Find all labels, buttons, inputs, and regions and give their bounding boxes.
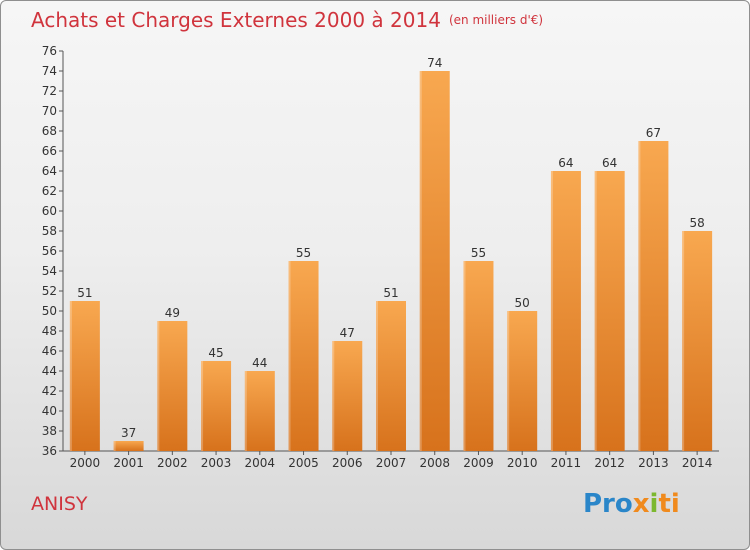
bar-2005 <box>288 261 319 451</box>
chart-subtitle: (en milliers d'€) <box>448 13 544 27</box>
bar-highlight-2006 <box>332 341 335 451</box>
x-tick-label: 2012 <box>594 456 625 470</box>
bar-2006 <box>332 341 363 451</box>
y-tick-label: 42 <box>42 384 57 398</box>
data-label: 51 <box>383 286 398 300</box>
bar-2010 <box>507 311 538 451</box>
x-tick-label: 2001 <box>113 456 144 470</box>
bar-2012 <box>594 171 625 451</box>
bar-2002 <box>157 321 188 451</box>
chart-title-text: Achats et Charges Externes 2000 à 2014 <box>31 8 441 32</box>
y-tick-label: 68 <box>42 124 57 138</box>
y-tick-label: 76 <box>42 44 57 58</box>
x-tick-label: 2011 <box>551 456 582 470</box>
chart-title: Achats et Charges Externes 2000 à 2014 (e… <box>31 8 543 32</box>
x-tick-label: 2009 <box>463 456 494 470</box>
y-tick-label: 64 <box>42 164 57 178</box>
bar-highlight-2005 <box>288 261 291 451</box>
data-label: 55 <box>296 246 311 260</box>
y-tick-label: 48 <box>42 324 57 338</box>
bars <box>69 71 713 451</box>
x-tick-label: 2014 <box>682 456 713 470</box>
bar-highlight-2014 <box>682 231 685 451</box>
x-tick-label: 2000 <box>70 456 101 470</box>
y-tick-label: 38 <box>42 424 57 438</box>
bar-highlight-2012 <box>594 171 597 451</box>
data-label: 64 <box>602 156 617 170</box>
bar-highlight-2010 <box>507 311 510 451</box>
bar-highlight-2011 <box>550 171 553 451</box>
logo-part-x: x <box>632 489 650 519</box>
logo-part-ti: ti <box>658 489 680 519</box>
axes: 36 38 40 42 44 46 48 50 52 54 56 58 60 62 64 66 68 70 72 74… <box>42 44 719 470</box>
data-label: 67 <box>646 126 661 140</box>
data-label: 55 <box>471 246 486 260</box>
bar-highlight-2001 <box>113 441 116 451</box>
x-tick-label: 2003 <box>201 456 232 470</box>
data-label: 47 <box>340 326 355 340</box>
x-tick-label: 2005 <box>288 456 319 470</box>
bar-2009 <box>463 261 494 451</box>
proxiti-logo: Proxiti <box>583 489 680 519</box>
data-label: 49 <box>165 306 180 320</box>
bar-highlight-2002 <box>157 321 160 451</box>
x-tick-label: 2006 <box>332 456 363 470</box>
x-tick-label: 2010 <box>507 456 538 470</box>
y-tick-label: 58 <box>42 224 57 238</box>
y-tick-label: 40 <box>42 404 57 418</box>
x-tick-label: 2013 <box>638 456 669 470</box>
data-label: 44 <box>252 356 267 370</box>
x-tick-label: 2008 <box>419 456 450 470</box>
y-tick-label: 74 <box>42 64 57 78</box>
bar-highlight-2007 <box>376 301 378 451</box>
logo-part-pro: Pro <box>583 489 633 519</box>
y-tick-label: 72 <box>42 84 57 98</box>
bar-highlight-2013 <box>638 141 641 451</box>
y-tick-label: 60 <box>42 204 57 218</box>
data-label: 45 <box>208 346 223 360</box>
data-label: 51 <box>77 286 92 300</box>
bar-2001 <box>113 441 144 451</box>
x-tick-label: 2002 <box>157 456 188 470</box>
bar-highlight-2000 <box>69 301 72 451</box>
bar-highlight-2003 <box>201 361 204 451</box>
y-tick-label: 62 <box>42 184 57 198</box>
y-tick-label: 54 <box>42 264 57 278</box>
y-tick-label: 44 <box>42 364 57 378</box>
y-tick-label: 56 <box>42 244 57 258</box>
y-tick-label: 70 <box>42 104 57 118</box>
bar-2013 <box>638 141 669 451</box>
y-tick-label: 50 <box>42 304 57 318</box>
bar-2014 <box>682 231 713 451</box>
y-tick-label: 36 <box>42 444 57 458</box>
bar-2003 <box>201 361 232 451</box>
bar-highlight-2004 <box>244 371 247 451</box>
x-tick-label: 2007 <box>376 456 407 470</box>
y-tick-label: 46 <box>42 344 57 358</box>
y-tick-label: 66 <box>42 144 57 158</box>
data-label: 37 <box>121 426 136 440</box>
bar-2004 <box>244 371 275 451</box>
bar-2008 <box>419 71 450 451</box>
bar-highlight-2009 <box>463 261 466 451</box>
data-label: 50 <box>515 296 530 310</box>
data-label: 64 <box>558 156 573 170</box>
value-labels: 51 37 49 45 44 55 47 51 74 55 50 64 64 67 58 <box>77 56 705 440</box>
data-label: 58 <box>689 216 704 230</box>
y-tick-label: 52 <box>42 284 57 298</box>
bar-2011 <box>550 171 581 451</box>
data-label: 74 <box>427 56 442 70</box>
bar-2007 <box>376 301 406 451</box>
city-name: ANISY <box>31 493 88 515</box>
logo-part-i: i <box>649 489 659 519</box>
bar-highlight-2008 <box>419 71 422 451</box>
x-tick-label: 2004 <box>245 456 276 470</box>
bar-2000 <box>69 301 100 451</box>
